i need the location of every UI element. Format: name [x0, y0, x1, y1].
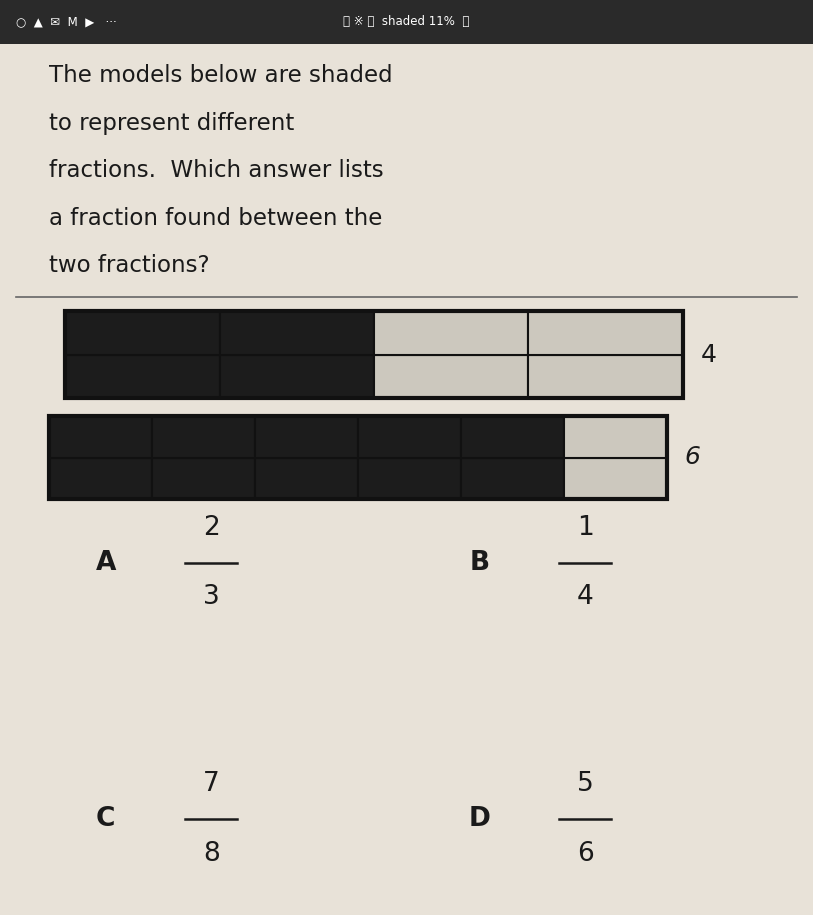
Bar	[563, 416, 667, 458]
Text: 1: 1	[577, 515, 593, 541]
Bar	[254, 458, 358, 499]
Bar	[254, 416, 358, 458]
Bar	[65, 311, 220, 355]
Text: 6: 6	[577, 841, 593, 867]
Bar	[65, 311, 683, 398]
Text: The models below are shaded: The models below are shaded	[49, 64, 393, 87]
Bar	[220, 311, 374, 355]
Bar	[528, 311, 683, 355]
Bar	[220, 355, 374, 398]
Text: 7: 7	[203, 771, 220, 797]
Bar	[563, 458, 667, 499]
Bar	[49, 416, 667, 499]
Text: 5: 5	[577, 771, 593, 797]
Text: 3: 3	[203, 585, 220, 610]
Text: to represent different: to represent different	[49, 112, 294, 135]
Text: ○  ▲  ✉  M  ▶   ···: ○ ▲ ✉ M ▶ ···	[16, 16, 117, 28]
Text: 2: 2	[203, 515, 220, 541]
Bar	[152, 458, 254, 499]
Bar	[65, 355, 220, 398]
Text: fractions.  Which answer lists: fractions. Which answer lists	[49, 159, 384, 182]
Text: 4: 4	[577, 585, 593, 610]
Bar	[49, 458, 152, 499]
Text: C: C	[96, 806, 115, 832]
Text: A: A	[95, 550, 116, 576]
Text: D: D	[469, 806, 490, 832]
Text: B: B	[470, 550, 489, 576]
Bar	[528, 355, 683, 398]
Text: a fraction found between the: a fraction found between the	[49, 207, 382, 230]
Text: 4: 4	[701, 342, 717, 367]
Bar	[374, 355, 528, 398]
Bar	[0, 0, 813, 44]
Bar	[358, 416, 461, 458]
Bar	[461, 416, 563, 458]
Text: two fractions?: two fractions?	[49, 254, 210, 277]
Text: 🕐 ※ 🔔  shaded 11%  🔋: 🕐 ※ 🔔 shaded 11% 🔋	[343, 16, 470, 28]
Bar	[49, 416, 152, 458]
Bar	[461, 458, 563, 499]
Bar	[358, 458, 461, 499]
Bar	[374, 311, 528, 355]
Bar	[152, 416, 254, 458]
Text: 6: 6	[685, 446, 701, 469]
Text: 8: 8	[203, 841, 220, 867]
